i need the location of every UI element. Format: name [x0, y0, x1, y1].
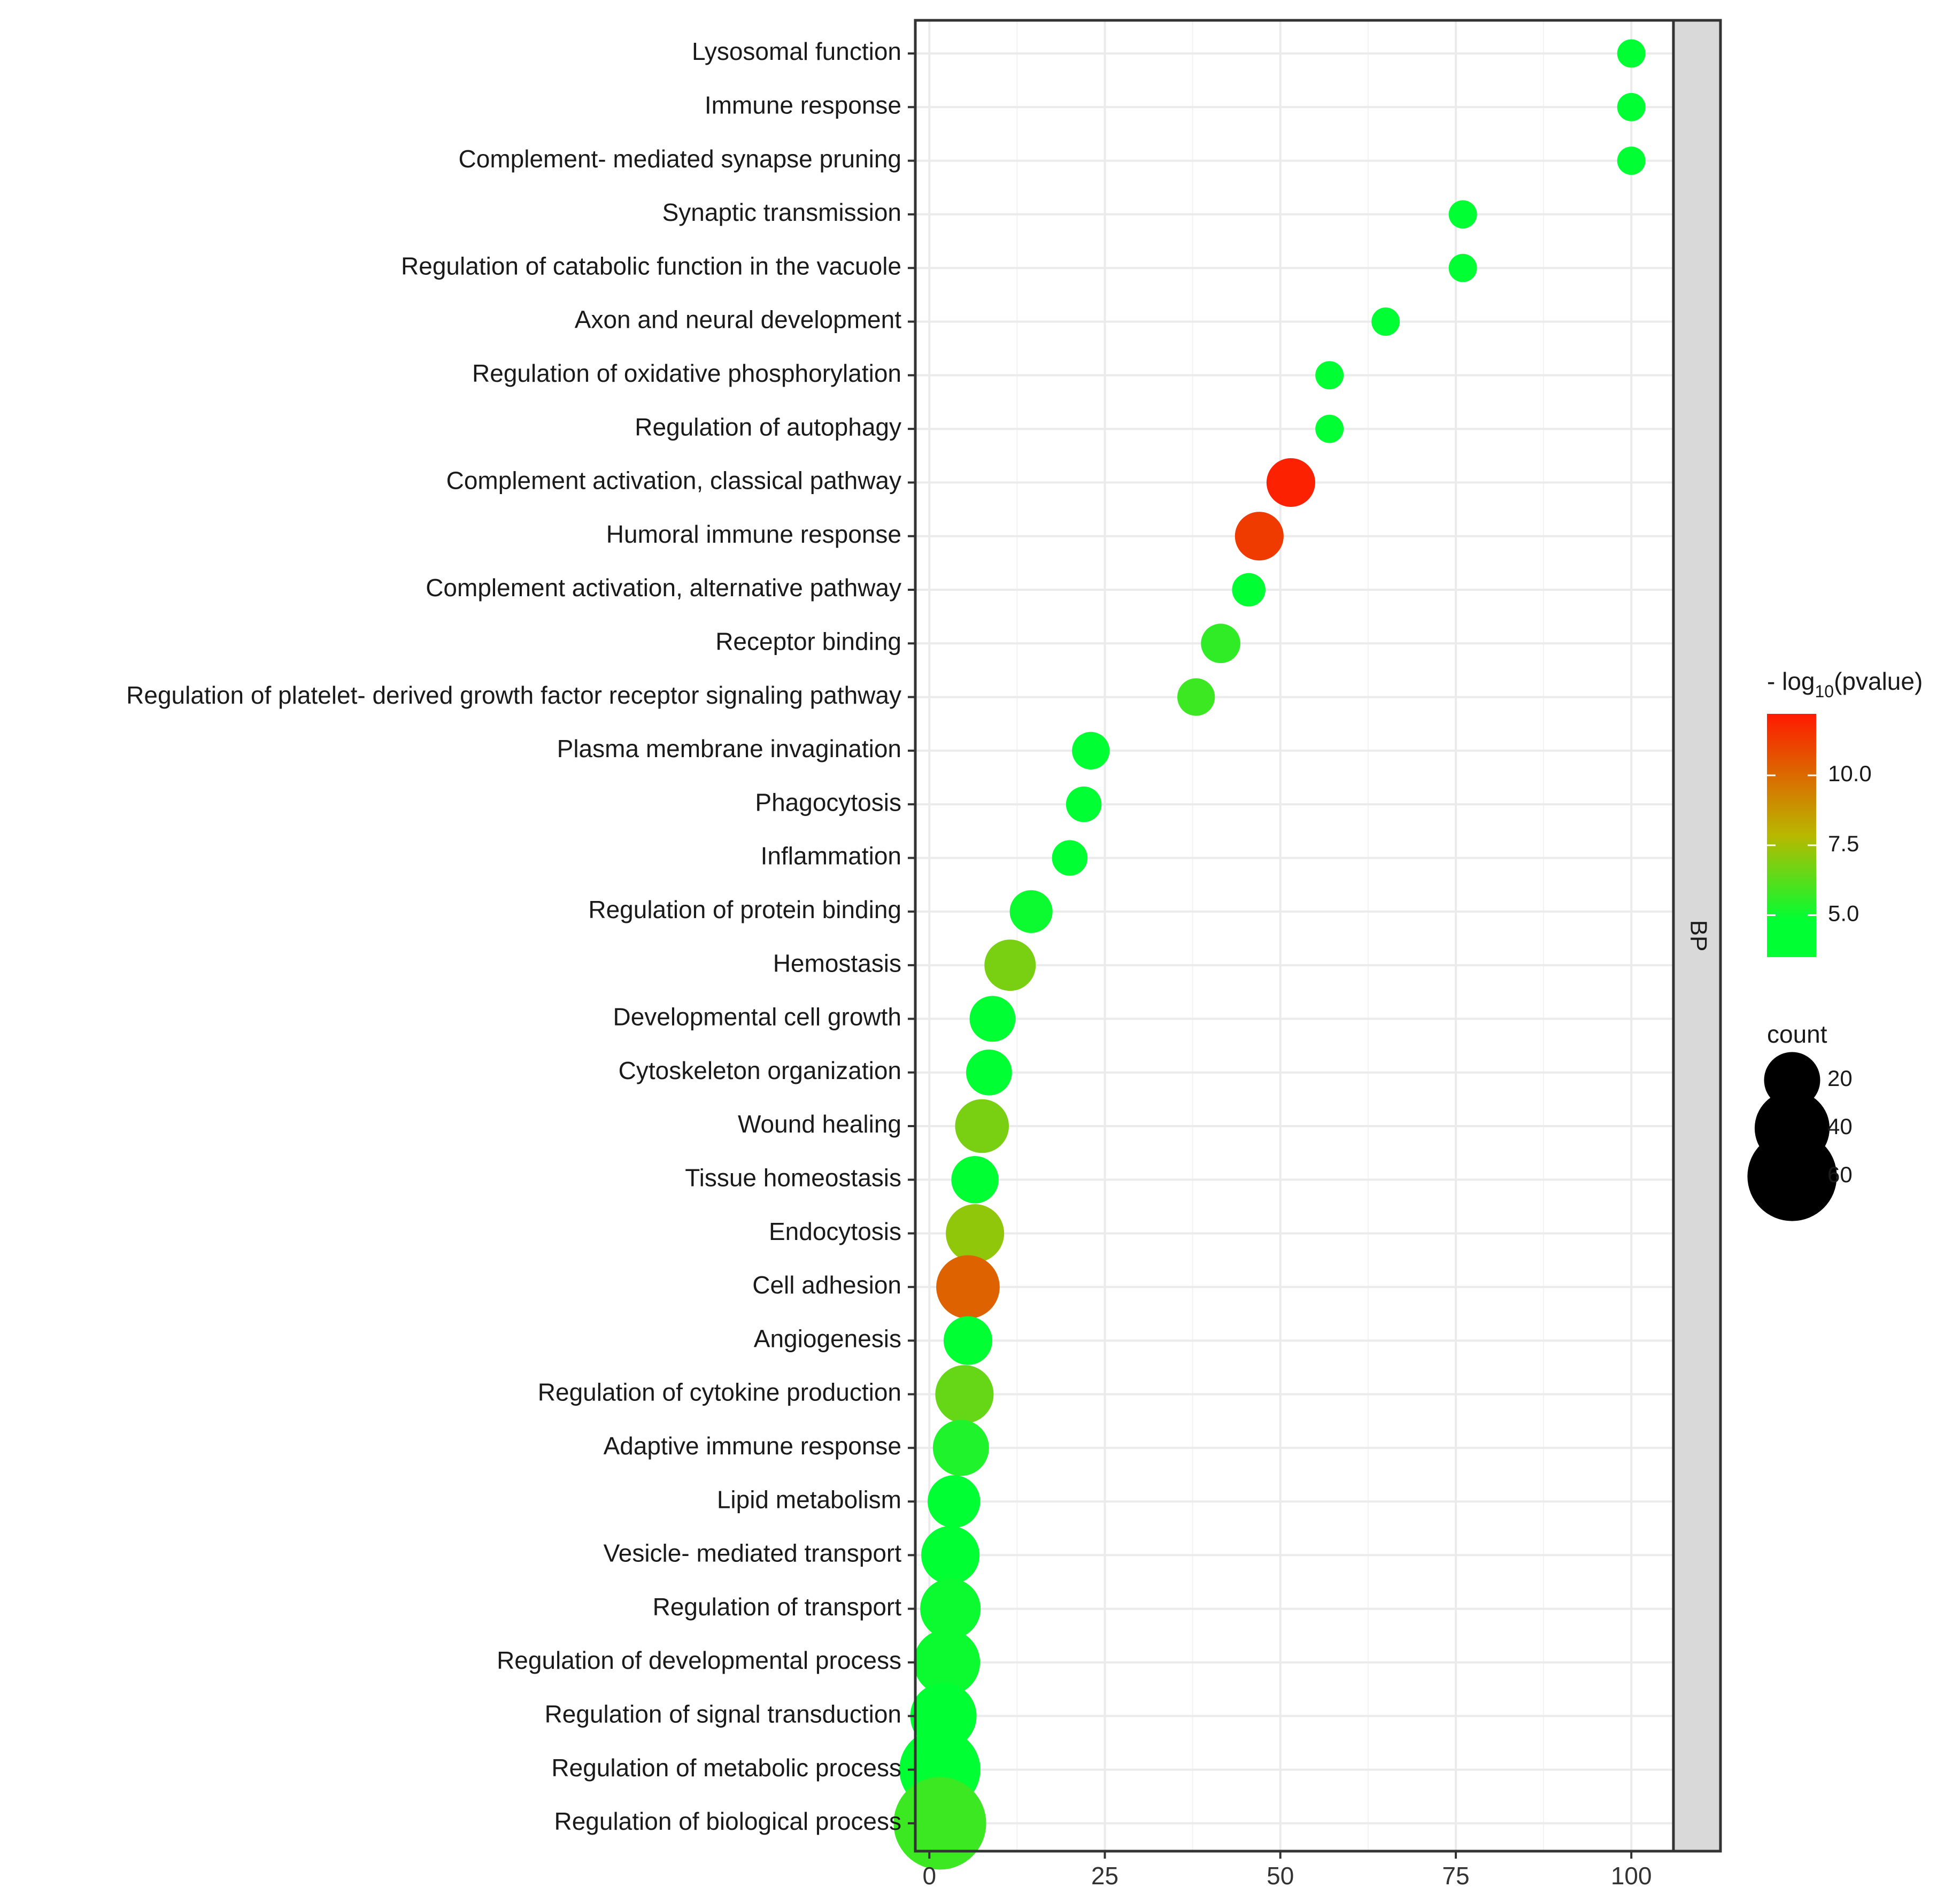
y-tick-label: Lipid metabolism: [717, 1485, 901, 1513]
y-tick-label: Vesicle- mediated transport: [604, 1539, 902, 1567]
data-point: [1234, 512, 1284, 561]
y-tick-label: Regulation of autophagy: [635, 413, 901, 441]
data-point: [1315, 414, 1344, 443]
data-point: [966, 1049, 1012, 1096]
y-tick-label: Adaptive immune response: [604, 1432, 901, 1460]
data-point: [928, 1475, 981, 1528]
plot-panel-background: [915, 20, 1673, 1851]
x-tick-label: 75: [1442, 1862, 1469, 1890]
data-point: [1052, 840, 1088, 876]
color-legend-ticks: 10.0 7.5 5.0: [1767, 761, 1872, 926]
y-tick-label: Regulation of catabolic function in the …: [401, 252, 901, 280]
y-tick-label: Endocytosis: [769, 1218, 901, 1245]
data-point: [1448, 253, 1477, 282]
x-tick-label: 25: [1091, 1862, 1118, 1890]
y-tick-label: Complement activation, alternative pathw…: [426, 574, 901, 602]
data-point: [943, 1316, 993, 1365]
facet-strip-label: BP: [1685, 920, 1711, 952]
size-legend-items: 20 40 60: [1747, 1052, 1853, 1221]
data-point: [951, 1156, 999, 1204]
y-tick-label: Synaptic transmission: [662, 198, 901, 226]
y-tick-label: Hemostasis: [773, 949, 901, 977]
data-point: [935, 1365, 994, 1424]
y-tick-label: Regulation of oxidative phosphorylation: [472, 359, 901, 387]
y-tick-label: Receptor binding: [715, 627, 901, 655]
y-tick-label: Humoral immune response: [606, 520, 901, 548]
y-tick-label: Regulation of cytokine production: [538, 1378, 901, 1406]
data-point: [920, 1578, 981, 1639]
y-tick-label: Phagocytosis: [755, 788, 901, 816]
y-tick-label: Regulation of developmental process: [497, 1646, 901, 1674]
data-point: [1009, 890, 1053, 933]
color-legend-tick-label: 7.5: [1828, 831, 1859, 856]
data-point: [1177, 678, 1215, 716]
data-point: [969, 996, 1016, 1042]
y-tick-label: Lysosomal function: [692, 37, 901, 65]
color-legend-tick-label: 5.0: [1828, 901, 1859, 926]
y-tick-label: Inflammation: [761, 842, 901, 870]
y-tick-label: Regulation of metabolic process: [551, 1754, 901, 1782]
y-tick-label: Angiogenesis: [754, 1324, 901, 1352]
data-point: [1448, 200, 1477, 229]
size-legend-label: 20: [1827, 1066, 1853, 1091]
y-tick-label: Immune response: [705, 91, 901, 119]
grid-lines: [915, 20, 1673, 1851]
color-legend-bar: [1767, 714, 1816, 957]
size-legend-label: 60: [1827, 1162, 1853, 1187]
x-tick-label: 50: [1267, 1862, 1294, 1890]
x-tick-label: 0: [922, 1862, 936, 1890]
size-legend-label: 40: [1827, 1114, 1853, 1139]
y-tick-label: Cytoskeleton organization: [619, 1057, 901, 1084]
y-tick-label: Complement- mediated synapse pruning: [459, 145, 901, 173]
data-point: [1232, 573, 1265, 607]
data-point: [1266, 458, 1315, 507]
y-tick-label: Developmental cell growth: [613, 1003, 902, 1031]
y-tick-label: Complement activation, classical pathway: [446, 467, 901, 495]
y-tick-label: Regulation of platelet- derived growth f…: [126, 681, 901, 709]
data-point: [1066, 786, 1102, 822]
y-tick-label: Regulation of biological process: [554, 1807, 901, 1835]
facet-strip: [1672, 19, 1722, 1853]
data-point: [946, 1204, 1005, 1263]
y-tick-label: Wound healing: [738, 1110, 901, 1138]
size-legend-title: count: [1767, 1020, 1827, 1048]
data-point: [1371, 307, 1400, 336]
data-point: [1617, 39, 1646, 68]
y-tick-label: Regulation of signal transduction: [545, 1700, 901, 1728]
x-axis: 0 25 50 75 100: [922, 1851, 1652, 1890]
data-point: [893, 1777, 986, 1870]
data-point: [936, 1255, 1000, 1319]
y-tick-label: Plasma membrane invagination: [557, 735, 901, 762]
y-tick-label: Axon and neural development: [575, 306, 901, 334]
y-tick-label: Regulation of protein binding: [588, 896, 901, 923]
data-point: [984, 939, 1036, 991]
data-point: [955, 1099, 1009, 1153]
size-legend: count 20 40 60: [1747, 1020, 1853, 1221]
data-point: [1201, 623, 1241, 664]
data-point: [1617, 147, 1646, 175]
data-point: [914, 1629, 981, 1696]
size-legend-dot: [1747, 1131, 1837, 1221]
data-point: [932, 1420, 989, 1476]
data-point: [921, 1526, 980, 1584]
data-point: [1072, 731, 1110, 770]
y-tick-label: Cell adhesion: [752, 1271, 901, 1299]
x-tick-label: 100: [1611, 1862, 1652, 1890]
color-legend: - log10(pvalue) 10.0 7.5 5.0: [1767, 667, 1923, 957]
data-point: [1617, 93, 1646, 121]
data-point: [1315, 361, 1344, 390]
y-axis: Lysosomal function Immune response Complem…: [126, 37, 915, 1835]
color-legend-tick-label: 10.0: [1828, 761, 1872, 786]
y-tick-label: Regulation of transport: [653, 1593, 902, 1621]
y-tick-label: Tissue homeostasis: [685, 1164, 901, 1191]
data-points: [893, 39, 1646, 1870]
color-legend-title: - log10(pvalue): [1767, 667, 1923, 701]
